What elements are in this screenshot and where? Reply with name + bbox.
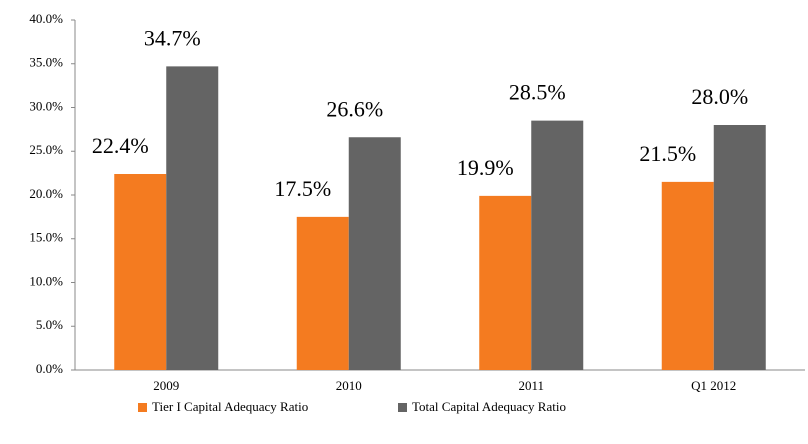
value-label: 17.5%	[274, 176, 331, 201]
y-tick-label: 30.0%	[29, 98, 63, 113]
legend-label: Tier I Capital Adequacy Ratio	[152, 399, 308, 414]
legend-swatch	[398, 403, 407, 412]
y-tick-label: 40.0%	[29, 11, 63, 26]
bar	[166, 66, 219, 370]
y-tick-label: 25.0%	[29, 142, 63, 157]
value-label: 28.0%	[691, 84, 748, 109]
value-label: 34.7%	[144, 25, 201, 50]
value-label: 28.5%	[509, 80, 566, 105]
bar	[661, 181, 714, 370]
y-tick-label: 35.0%	[29, 55, 63, 70]
y-tick-label: 15.0%	[29, 230, 63, 245]
bar	[479, 195, 532, 370]
value-label: 21.5%	[639, 141, 696, 166]
x-tick-label: 2010	[336, 378, 362, 393]
bar	[531, 120, 584, 370]
bar	[114, 174, 167, 370]
value-label: 19.9%	[457, 155, 514, 180]
legend-swatch	[138, 403, 147, 412]
y-tick-label: 10.0%	[29, 273, 63, 288]
y-tick-label: 20.0%	[29, 186, 63, 201]
legend-label: Total Capital Adequacy Ratio	[412, 399, 566, 414]
value-label: 22.4%	[92, 133, 149, 158]
y-tick-label: 0.0%	[36, 361, 63, 376]
y-tick-label: 5.0%	[36, 317, 63, 332]
x-tick-label: 2009	[153, 378, 179, 393]
bar	[348, 137, 401, 370]
x-tick-label: 2011	[518, 378, 544, 393]
x-tick-label: Q1 2012	[691, 378, 736, 393]
value-label: 26.6%	[326, 96, 383, 121]
bar	[296, 216, 349, 370]
bar	[713, 125, 766, 370]
